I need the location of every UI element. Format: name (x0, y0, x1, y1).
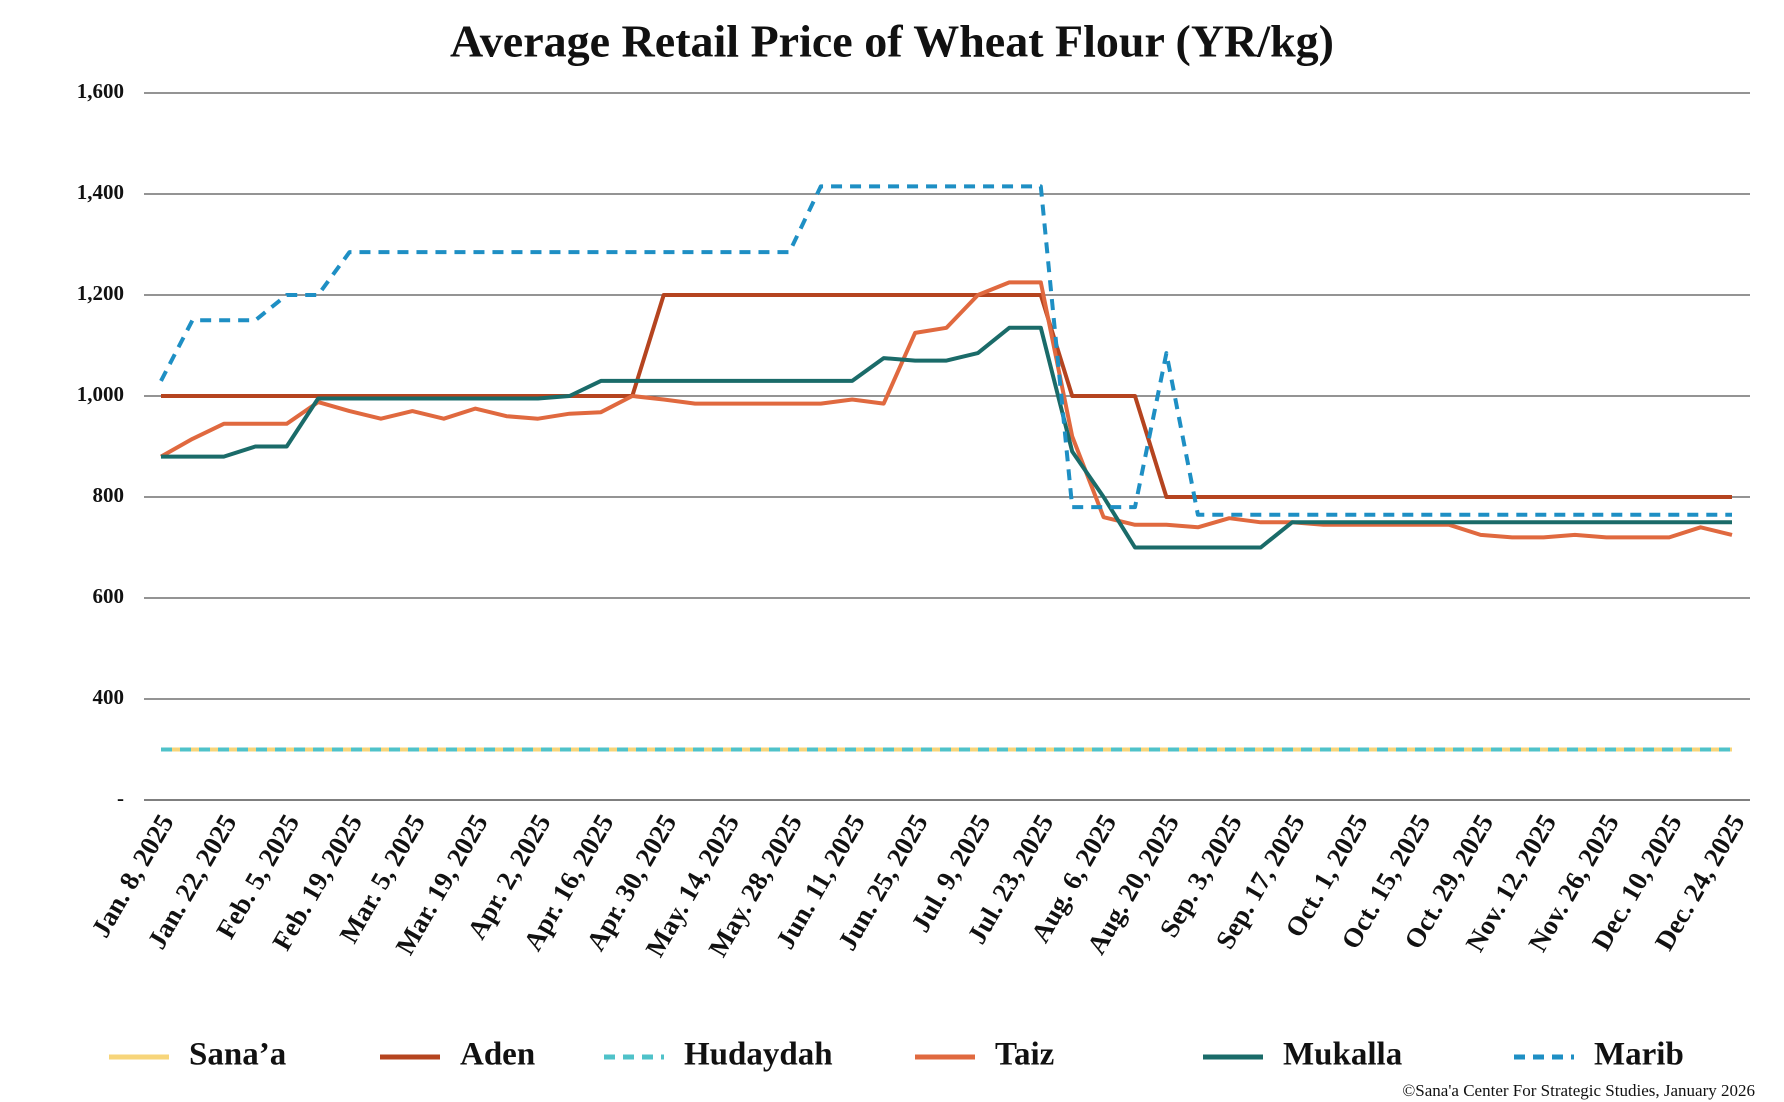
y-tick-label: 1,400 (77, 180, 124, 204)
y-tick-label: 800 (93, 483, 125, 507)
legend-label: Aden (460, 1037, 535, 1073)
legend-label: Mukalla (1283, 1037, 1402, 1073)
series-line (161, 293, 1732, 499)
y-tick-label: - (117, 786, 124, 810)
y-tick-label: 600 (93, 584, 125, 608)
y-tick-label: 1,600 (77, 79, 124, 103)
legend-label: Taiz (995, 1037, 1054, 1073)
legend-label: Hudaydah (684, 1037, 833, 1073)
legend-label: Sana’a (189, 1037, 286, 1073)
credit: ©Sana'a Center For Strategic Studies, Ja… (1402, 1081, 1755, 1100)
series-line (161, 325, 1732, 550)
series-line (160, 280, 1733, 540)
chart-title: Average Retail Price of Wheat Flour (YR/… (450, 16, 1334, 67)
series-line (159, 184, 1732, 517)
y-tick-label: 1,200 (77, 281, 124, 305)
y-tick-label: 400 (93, 685, 125, 709)
legend-label: Marib (1594, 1037, 1684, 1073)
y-tick-label: 1,000 (77, 382, 124, 406)
